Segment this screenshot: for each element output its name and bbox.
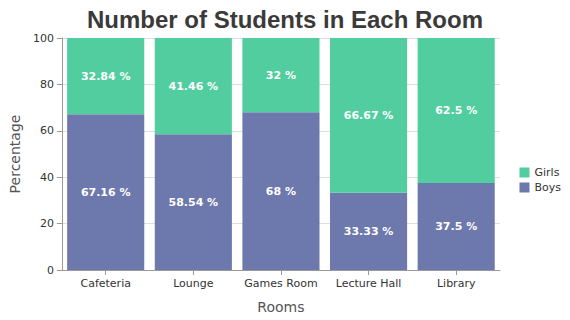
svg-text:80: 80 <box>40 78 54 91</box>
svg-text:Girls: Girls <box>534 166 559 179</box>
svg-text:32.84 %: 32.84 % <box>81 70 131 83</box>
svg-text:20: 20 <box>40 217 54 230</box>
svg-text:60: 60 <box>40 124 54 137</box>
svg-text:37.5 %: 37.5 % <box>435 220 477 233</box>
svg-text:Lecture Hall: Lecture Hall <box>336 277 402 290</box>
svg-text:40: 40 <box>40 171 54 184</box>
svg-text:100: 100 <box>33 32 54 45</box>
svg-text:58.54 %: 58.54 % <box>168 196 218 209</box>
svg-text:68 %: 68 % <box>266 185 296 198</box>
svg-text:Library: Library <box>437 277 476 290</box>
svg-text:Games Room: Games Room <box>244 277 317 290</box>
svg-text:41.46 %: 41.46 % <box>168 80 218 93</box>
svg-text:Number of Students in Each Roo: Number of Students in Each Room <box>87 6 483 33</box>
svg-text:67.16 %: 67.16 % <box>81 186 131 199</box>
svg-text:66.67 %: 66.67 % <box>344 109 394 122</box>
svg-text:Boys: Boys <box>534 181 561 194</box>
svg-text:62.5 %: 62.5 % <box>435 104 477 117</box>
svg-text:Percentage: Percentage <box>7 115 23 194</box>
svg-text:Lounge: Lounge <box>173 277 214 290</box>
svg-text:Cafeteria: Cafeteria <box>80 277 130 290</box>
svg-text:0: 0 <box>47 264 54 277</box>
svg-text:32 %: 32 % <box>266 69 296 82</box>
svg-text:Rooms: Rooms <box>257 299 304 315</box>
svg-text:33.33 %: 33.33 % <box>344 225 394 238</box>
